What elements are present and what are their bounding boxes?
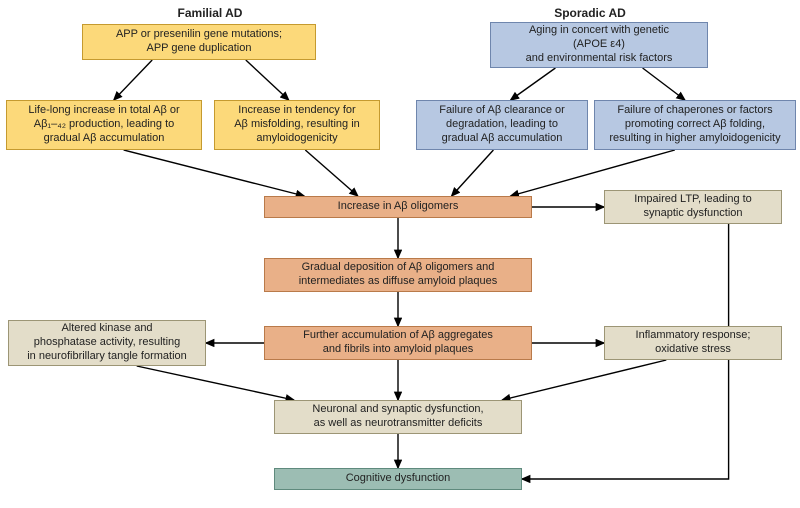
column-heading: Sporadic AD	[530, 6, 650, 20]
flow-node-spo-l: Failure of Aβ clearance or degradation, …	[416, 100, 588, 150]
flow-node-inflam: Inflammatory response; oxidative stress	[604, 326, 782, 360]
flow-node-further: Further accumulation of Aβ aggregates an…	[264, 326, 532, 360]
flow-node-cognitive: Cognitive dysfunction	[274, 468, 522, 490]
flow-node-spo-top: Aging in concert with genetic (APOE ε4) …	[490, 22, 708, 68]
flow-node-fam-l: Life-long increase in total Aβ or Aβ₁–₄₂…	[6, 100, 202, 150]
flow-node-fam-top: APP or presenilin gene mutations; APP ge…	[82, 24, 316, 60]
flow-node-fam-r: Increase in tendency for Aβ misfolding, …	[214, 100, 380, 150]
flow-node-spo-r: Failure of chaperones or factors promoti…	[594, 100, 796, 150]
flow-node-oligomers: Increase in Aβ oligomers	[264, 196, 532, 218]
flow-node-diffuse: Gradual deposition of Aβ oligomers and i…	[264, 258, 532, 292]
column-heading: Familial AD	[150, 6, 270, 20]
flow-node-kinase: Altered kinase and phosphatase activity,…	[8, 320, 206, 366]
flow-node-neuronal: Neuronal and synaptic dysfunction, as we…	[274, 400, 522, 434]
flow-node-ltp: Impaired LTP, leading to synaptic dysfun…	[604, 190, 782, 224]
